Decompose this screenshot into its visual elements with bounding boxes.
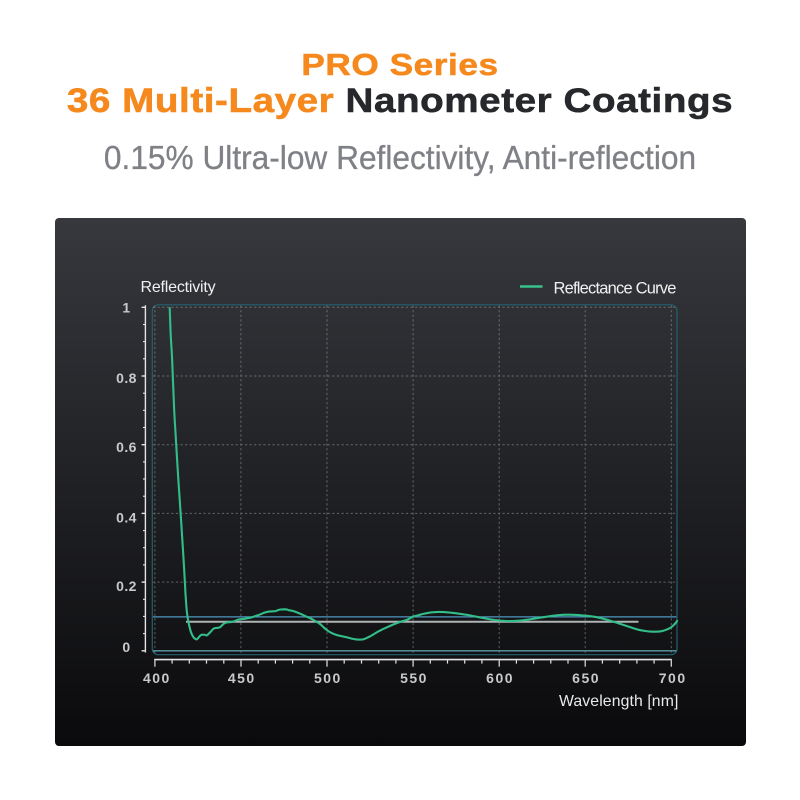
svg-text:Wavelength [nm]: Wavelength [nm] xyxy=(559,693,678,710)
svg-text:0.8: 0.8 xyxy=(116,370,137,386)
svg-text:550: 550 xyxy=(400,670,428,686)
svg-text:700: 700 xyxy=(659,670,687,686)
svg-text:0.2: 0.2 xyxy=(116,578,137,594)
svg-text:400: 400 xyxy=(143,670,171,686)
svg-text:0.4: 0.4 xyxy=(116,509,137,525)
svg-text:650: 650 xyxy=(572,670,600,686)
svg-text:1: 1 xyxy=(122,299,130,315)
svg-text:Reflectivity: Reflectivity xyxy=(141,279,216,296)
svg-text:600: 600 xyxy=(486,670,514,686)
svg-text:Reflectance Curve: Reflectance Curve xyxy=(554,280,677,298)
svg-text:500: 500 xyxy=(314,670,342,686)
svg-text:0.6: 0.6 xyxy=(116,439,137,455)
svg-text:450: 450 xyxy=(228,670,256,686)
svg-text:0: 0 xyxy=(122,639,130,655)
